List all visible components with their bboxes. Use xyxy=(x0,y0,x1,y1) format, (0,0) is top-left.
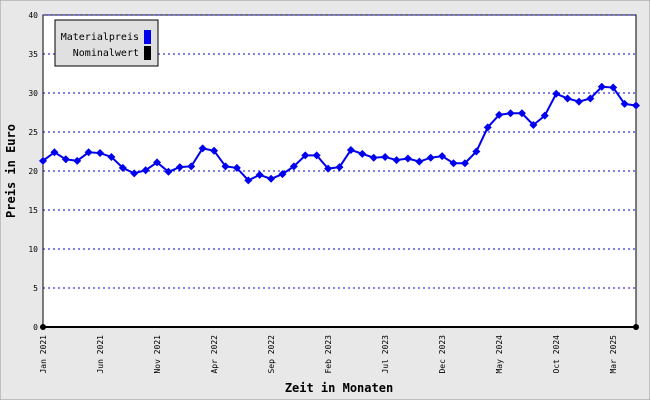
point xyxy=(633,324,639,330)
point xyxy=(187,162,196,171)
y-tick-label: 25 xyxy=(28,128,38,137)
y-tick-label: 10 xyxy=(28,245,38,254)
point xyxy=(472,147,481,156)
point xyxy=(198,144,207,153)
legend-label: Nominalwert xyxy=(73,48,139,59)
point xyxy=(381,152,390,161)
y-tick-label: 0 xyxy=(33,323,38,332)
point xyxy=(96,149,105,158)
point xyxy=(346,145,355,154)
point xyxy=(84,148,93,157)
point xyxy=(130,169,139,178)
point xyxy=(460,159,469,168)
point xyxy=(620,99,629,108)
point xyxy=(335,163,344,172)
x-axis-title: Zeit in Monaten xyxy=(285,381,393,395)
y-tick-label: 5 xyxy=(33,284,38,293)
point xyxy=(301,151,310,160)
x-tick-label: Dec 2023 xyxy=(438,335,447,374)
x-tick-label: Apr 2022 xyxy=(210,335,219,374)
point xyxy=(483,123,492,132)
x-tick-label: Feb 2023 xyxy=(324,335,333,374)
point xyxy=(324,164,333,173)
point xyxy=(552,89,561,98)
x-tick-label: Jun 2021 xyxy=(96,335,105,374)
legend-swatch xyxy=(144,30,151,44)
legend-swatch xyxy=(144,46,151,60)
point xyxy=(415,157,424,166)
point xyxy=(597,82,606,91)
point xyxy=(278,170,287,179)
point xyxy=(175,163,184,172)
point xyxy=(61,155,70,164)
point xyxy=(438,152,447,161)
point xyxy=(164,167,173,176)
point xyxy=(609,83,618,92)
point xyxy=(540,111,549,120)
point xyxy=(289,162,298,171)
point xyxy=(221,162,230,171)
x-tick-label: Jul 2023 xyxy=(381,335,390,374)
x-tick-label: Sep 2022 xyxy=(267,335,276,374)
y-tick-label: 40 xyxy=(28,11,38,20)
x-tick-label: Jan 2021 xyxy=(39,335,48,374)
point xyxy=(517,109,526,118)
point xyxy=(632,101,640,110)
point xyxy=(369,153,378,162)
point xyxy=(449,159,458,168)
point xyxy=(574,97,583,106)
y-tick-label: 35 xyxy=(28,50,38,59)
point xyxy=(495,110,504,119)
point xyxy=(529,120,538,129)
marks xyxy=(39,82,640,330)
point xyxy=(426,153,435,162)
legend-label: Materialpreis xyxy=(61,32,139,43)
point xyxy=(210,146,219,155)
point xyxy=(563,94,572,103)
point xyxy=(232,163,241,172)
y-tick-label: 20 xyxy=(28,167,38,176)
point xyxy=(153,158,162,167)
point xyxy=(40,324,46,330)
point xyxy=(73,156,82,165)
point xyxy=(506,109,515,118)
point xyxy=(403,154,412,163)
legend xyxy=(54,19,159,67)
point xyxy=(312,151,321,160)
point xyxy=(267,174,276,183)
point xyxy=(586,94,595,103)
point xyxy=(392,156,401,165)
point xyxy=(358,149,367,158)
point xyxy=(118,163,127,172)
point xyxy=(50,148,59,157)
point xyxy=(244,176,253,185)
point xyxy=(39,156,47,165)
y-tick-label: 15 xyxy=(28,206,38,215)
point xyxy=(255,170,264,179)
x-tick-label: Oct 2024 xyxy=(552,335,561,374)
y-tick-label: 30 xyxy=(28,89,38,98)
x-tick-label: Nov 2021 xyxy=(153,335,162,374)
y-axis-title: Preis in Euro xyxy=(4,124,18,218)
point xyxy=(141,166,150,175)
point xyxy=(107,152,116,161)
x-tick-label: May 2024 xyxy=(495,335,504,374)
x-tick-label: Mar 2025 xyxy=(609,335,618,374)
